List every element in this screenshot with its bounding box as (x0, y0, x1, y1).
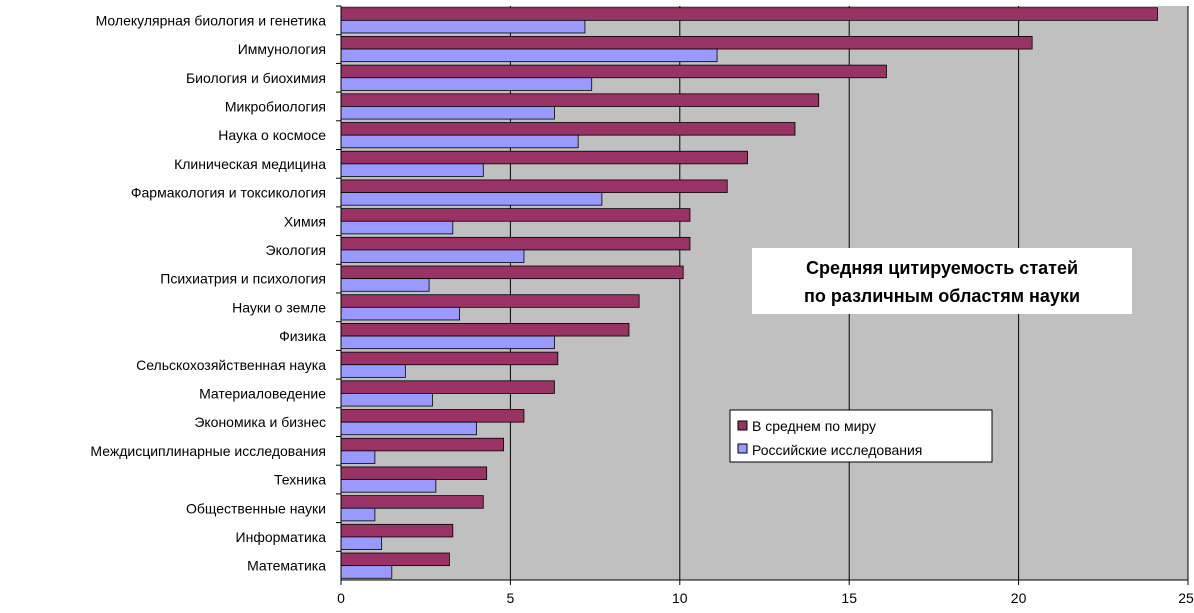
category-label: Математика (247, 558, 326, 574)
bar-russia (340, 134, 579, 149)
x-tick-label: 10 (672, 590, 688, 606)
bar-russia (340, 220, 454, 235)
bar-world (340, 64, 887, 79)
legend-swatch-russia (737, 443, 748, 454)
bar-world (340, 150, 748, 165)
bar-world (340, 7, 1158, 21)
category-label: Наука о космосе (218, 127, 326, 143)
category-label: Молекулярная биология и генетика (96, 12, 327, 28)
bar-world (340, 323, 630, 337)
bar-russia (340, 106, 555, 120)
title-background (752, 248, 1132, 314)
x-tick-label: 15 (841, 590, 857, 606)
chart-title-line-2: по различным областям науки (804, 286, 1080, 306)
bar-russia (340, 507, 376, 522)
bar-russia (340, 393, 433, 407)
legend-label-russia: Российские исследования (752, 442, 922, 458)
category-label: Техника (274, 472, 326, 488)
category-label: Психиатрия и психология (160, 271, 326, 287)
bar-world (340, 409, 525, 423)
bar-russia (340, 278, 430, 292)
bar-russia (340, 77, 593, 91)
category-label: Науки о земле (232, 299, 326, 315)
bar-world (340, 294, 640, 308)
bar-world (340, 437, 505, 452)
bar-world (340, 93, 820, 107)
bar-russia (340, 536, 383, 550)
category-label: Химия (284, 213, 326, 229)
bar-russia (340, 421, 477, 436)
category-label: Экономика и бизнес (194, 414, 326, 430)
bar-world (340, 466, 488, 480)
bar-world (340, 122, 796, 136)
legend-box (729, 409, 993, 463)
category-label: Физика (279, 328, 326, 344)
bar-russia (340, 565, 393, 579)
chart-title-line-1: Средняя цитируемость статей (806, 258, 1078, 278)
category-labels: Молекулярная биология и генетика Иммуноло… (90, 5, 341, 574)
bar-world (340, 552, 450, 567)
category-label: Микробиология (225, 98, 326, 114)
bar-russia (340, 163, 484, 177)
bar-russia (340, 450, 376, 464)
bar-world (340, 265, 684, 280)
bar-world (340, 208, 691, 222)
category-label: Иммунология (238, 41, 326, 57)
chart-title-box: Средняя цитируемость статей по различным… (752, 248, 1132, 314)
bar-russia (340, 306, 460, 321)
bar-russia (340, 479, 437, 493)
legend: В среднем по миру Российские исследовани… (729, 409, 993, 463)
x-tick-label: 0 (337, 590, 345, 606)
legend-label-world: В среднем по миру (752, 418, 876, 434)
bar-russia (340, 249, 525, 263)
x-tick-label: 20 (1011, 590, 1027, 606)
bar-russia (340, 48, 718, 63)
bar-russia (340, 364, 406, 378)
bar-world (340, 380, 555, 394)
category-label: Сельскохозяйственная наука (136, 357, 326, 373)
category-label: Информатика (236, 529, 327, 545)
x-axis-ticks: 0 5 10 15 20 25 (337, 580, 1194, 606)
category-label: Клиническая медицина (174, 156, 326, 172)
legend-swatch-world (737, 420, 748, 431)
bar-world (340, 236, 691, 251)
bar-world (340, 179, 728, 193)
bar-world (340, 523, 454, 538)
category-label: Материаловедение (199, 385, 326, 401)
category-label: Фармакология и токсикология (131, 185, 326, 201)
bar-world (340, 495, 484, 509)
category-label: Общественные науки (186, 500, 326, 516)
x-tick-label: 5 (507, 590, 515, 606)
category-label: Экология (266, 242, 326, 258)
category-label: Междисциплинарные исследования (90, 443, 326, 459)
x-tick-label: 25 (1178, 590, 1194, 606)
bar-russia (340, 19, 586, 34)
bars (340, 7, 1158, 579)
bar-russia (340, 335, 555, 350)
bar-russia (340, 192, 603, 206)
bar-world (340, 351, 559, 366)
bar-world (340, 36, 1033, 50)
category-label: Биология и биохимия (186, 70, 326, 86)
